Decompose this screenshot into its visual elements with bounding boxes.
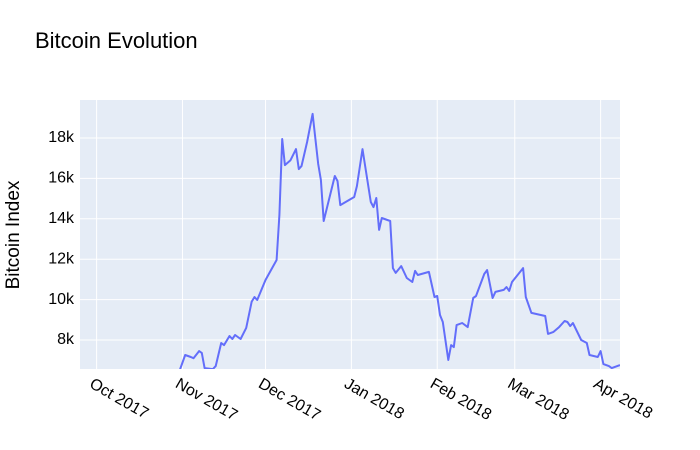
x-tick-label: Apr 2018 bbox=[590, 375, 655, 422]
y-tick-label: 8k bbox=[57, 331, 75, 348]
y-tick-label: 14k bbox=[48, 210, 75, 227]
y-tick-label: 10k bbox=[48, 291, 75, 308]
x-tick-label: Dec 2017 bbox=[255, 375, 323, 424]
chart-title: Bitcoin Evolution bbox=[35, 28, 198, 53]
y-tick-label: 18k bbox=[48, 129, 75, 146]
y-tick-label: 12k bbox=[48, 250, 75, 267]
x-tick-label: Oct 2017 bbox=[86, 375, 151, 422]
plot-area bbox=[80, 100, 620, 369]
x-tick-label: Nov 2017 bbox=[172, 375, 240, 424]
y-axis-title: Bitcoin Index bbox=[3, 180, 24, 289]
x-tick-label: Feb 2018 bbox=[427, 375, 494, 424]
x-tick-label: Jan 2018 bbox=[341, 375, 407, 423]
plot-lines bbox=[179, 112, 620, 369]
grid bbox=[80, 100, 620, 369]
y-tick-label: 16k bbox=[48, 170, 75, 187]
x-tick-label: Mar 2018 bbox=[505, 375, 572, 424]
data-line bbox=[179, 112, 620, 369]
